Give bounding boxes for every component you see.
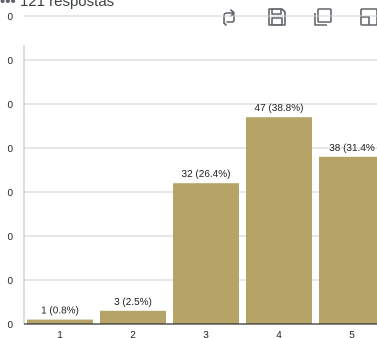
data-label: 32 (26.4%): [182, 169, 231, 180]
y-tick-label: 0: [7, 188, 13, 199]
save-icon[interactable]: [266, 6, 288, 28]
data-label: 38 (31.4%: [329, 143, 375, 154]
x-tick-label: 4: [276, 330, 282, 338]
bar: [27, 319, 93, 324]
y-tick-label: 0: [7, 56, 13, 67]
y-tick-label: 0: [7, 276, 13, 287]
bar: [173, 183, 239, 324]
y-tick-label: 0: [7, 12, 13, 23]
bar: [319, 156, 377, 324]
x-tick-label: 2: [130, 330, 136, 338]
y-tick-label: 0: [7, 232, 13, 243]
response-count-label: 121 respostas: [19, 0, 115, 10]
x-tick-label: 3: [203, 330, 209, 338]
y-tick-label: 0: [7, 100, 13, 111]
bar: [100, 310, 166, 324]
response-count: ••• 121 respostas: [0, 0, 114, 10]
expand-icon[interactable]: [358, 6, 377, 28]
data-label: 47 (38.8%): [255, 103, 304, 114]
more-icon: •••: [0, 0, 16, 10]
y-tick-label: 0: [7, 320, 13, 331]
x-tick-label: 5: [349, 330, 355, 338]
x-tick-label: 1: [57, 330, 63, 338]
data-label: 1 (0.8%): [41, 306, 79, 317]
data-label: 3 (2.5%): [114, 297, 152, 308]
bar: [246, 117, 312, 324]
y-tick-label: 0: [7, 144, 13, 155]
